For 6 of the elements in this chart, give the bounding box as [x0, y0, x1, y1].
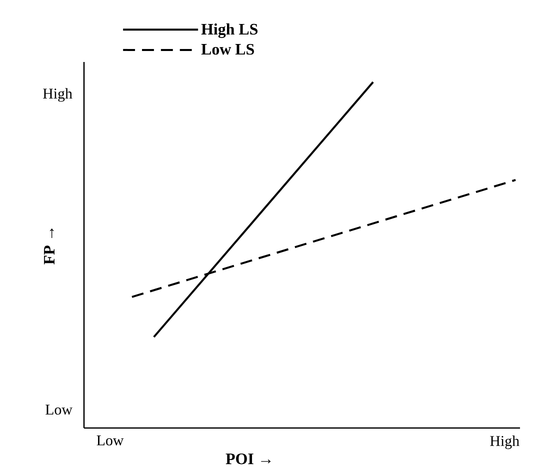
- legend-label: Low LS: [201, 44, 254, 55]
- x-axis-title: POI →: [226, 454, 271, 464]
- y-axis-title: FP →: [44, 228, 54, 264]
- legend-label: High LS: [201, 23, 258, 38]
- text: Low: [46, 404, 72, 415]
- text: High: [43, 88, 72, 102]
